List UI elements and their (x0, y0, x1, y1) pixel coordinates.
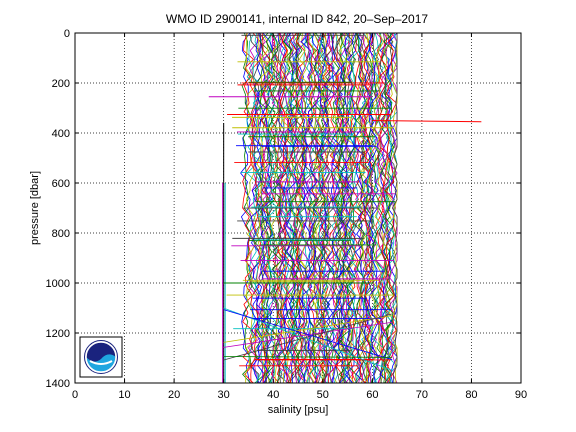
x-axis-label: salinity [psu] (268, 404, 329, 416)
plot-area (74, 32, 522, 384)
x-tick-label: 70 (416, 389, 428, 401)
y-tick-label: 600 (52, 178, 70, 190)
profile-spike (223, 356, 393, 358)
x-tick-label: 60 (366, 389, 378, 401)
x-tick-label: 10 (118, 389, 130, 401)
profile-lines (222, 32, 398, 384)
noaa-logo-icon (79, 336, 123, 378)
y-tick-label: 400 (52, 128, 70, 140)
profile-line (382, 32, 395, 384)
x-tick-label: 40 (267, 389, 279, 401)
profile-line (378, 32, 390, 384)
profile-spike (223, 307, 393, 371)
y-tick-label: 800 (52, 228, 70, 240)
profile-line (391, 33, 398, 384)
axis-ticks (74, 32, 522, 384)
profile-line (242, 32, 255, 384)
y-tick-label: 1400 (46, 378, 70, 390)
plot-frame (74, 32, 522, 384)
x-tick-labels: 0 10 20 30 40 50 60 70 80 90 (72, 389, 527, 401)
x-tick-label: 90 (515, 389, 527, 401)
y-tick-label: 200 (52, 78, 70, 90)
profile-line (385, 32, 398, 384)
x-tick-label: 50 (317, 389, 329, 401)
y-tick-label: 1000 (46, 278, 70, 290)
y-axis-label: pressure [dbar] (29, 171, 41, 245)
y-tick-label: 0 (64, 28, 70, 40)
profile-line (383, 32, 395, 384)
x-tick-label: 0 (72, 389, 78, 401)
x-tick-label: 30 (218, 389, 230, 401)
x-tick-label: 80 (465, 389, 477, 401)
y-tick-label: 1200 (46, 328, 70, 340)
profile-line (387, 32, 398, 384)
chart-title: WMO ID 2900141, internal ID 842, 20–Sep–… (166, 12, 428, 26)
profile-line (372, 32, 385, 384)
outlier-lines (208, 96, 482, 284)
x-tick-label: 20 (168, 389, 180, 401)
profile-spike (223, 313, 393, 361)
profile-spike (223, 315, 393, 343)
profile-spike (223, 309, 393, 360)
y-tick-labels: 0 200 400 600 800 1000 1200 1400 (46, 28, 70, 390)
outlier-line (372, 120, 482, 123)
